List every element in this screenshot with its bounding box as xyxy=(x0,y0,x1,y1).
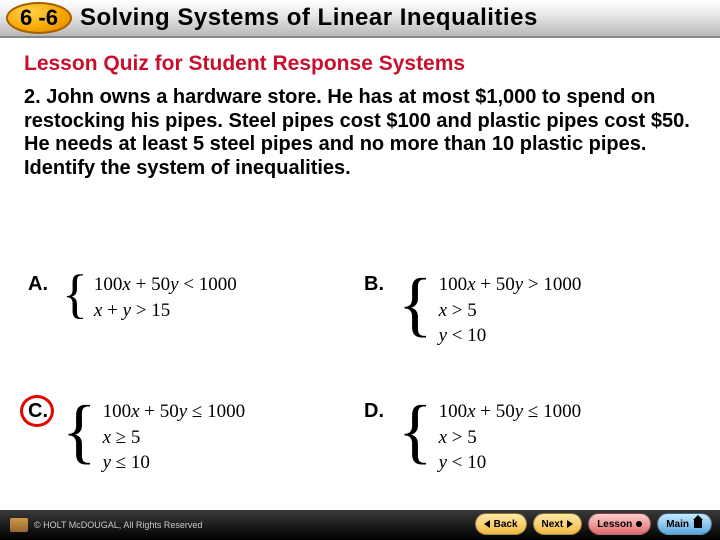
back-button[interactable]: Back xyxy=(475,513,527,535)
lesson-button[interactable]: Lesson xyxy=(588,513,651,535)
option-b[interactable]: B. { 100x + 50y > 1000 x > 5 y < 10 xyxy=(360,270,696,349)
options-row-2: C. { 100x + 50y ≤ 1000 x ≥ 5 y ≤ 10 xyxy=(24,397,696,476)
option-a-math: { 100x + 50y < 1000 x + y > 15 xyxy=(62,270,237,323)
option-d-label: D. xyxy=(360,397,388,425)
publisher-logo-icon xyxy=(10,518,28,532)
quiz-subtitle: Lesson Quiz for Student Response Systems xyxy=(24,52,696,76)
option-b-label: B. xyxy=(360,270,388,298)
header-bar: 6 -6 Solving Systems of Linear Inequalit… xyxy=(0,0,720,38)
slide: 6 -6 Solving Systems of Linear Inequalit… xyxy=(0,0,720,540)
home-icon xyxy=(693,520,703,528)
option-c-math: { 100x + 50y ≤ 1000 x ≥ 5 y ≤ 10 xyxy=(62,397,245,476)
option-c[interactable]: C. { 100x + 50y ≤ 1000 x ≥ 5 y ≤ 10 xyxy=(24,397,360,476)
brace-icon: { xyxy=(62,270,88,323)
main-button-label: Main xyxy=(666,519,689,530)
brace-icon: { xyxy=(398,270,433,349)
option-c-label-wrap: C. xyxy=(24,397,52,425)
triangle-right-icon xyxy=(567,520,573,528)
option-a[interactable]: A. { 100x + 50y < 1000 x + y > 15 xyxy=(24,270,360,349)
triangle-left-icon xyxy=(484,520,490,528)
option-d[interactable]: D. { 100x + 50y ≤ 1000 x > 5 y < 10 xyxy=(360,397,696,476)
question-text: 2. John owns a hardware store. He has at… xyxy=(24,86,696,180)
footer-nav: Back Next Lesson Main xyxy=(475,513,712,535)
header-title: Solving Systems of Linear Inequalities xyxy=(80,4,538,32)
option-a-label-wrap: A. xyxy=(24,270,52,298)
option-d-label-wrap: D. xyxy=(360,397,388,425)
section-badge: 6 -6 xyxy=(6,2,72,34)
option-d-math: { 100x + 50y ≤ 1000 x > 5 y < 10 xyxy=(398,397,581,476)
brace-icon: { xyxy=(62,397,97,476)
copyright: © HOLT McDOUGAL, All Rights Reserved xyxy=(10,518,202,532)
main-button[interactable]: Main xyxy=(657,513,712,535)
options-row-1: A. { 100x + 50y < 1000 x + y > 15 B. xyxy=(24,270,696,349)
copyright-text: © HOLT McDOUGAL, All Rights Reserved xyxy=(34,520,202,530)
next-button-label: Next xyxy=(542,519,564,530)
footer-bar: © HOLT McDOUGAL, All Rights Reserved Bac… xyxy=(0,510,720,540)
slide-body: Lesson Quiz for Student Response Systems… xyxy=(0,52,720,180)
next-button[interactable]: Next xyxy=(533,513,583,535)
correct-circle-icon xyxy=(20,395,54,427)
bullet-icon xyxy=(636,521,642,527)
option-b-label-wrap: B. xyxy=(360,270,388,298)
lesson-button-label: Lesson xyxy=(597,519,632,530)
brace-icon: { xyxy=(398,397,433,476)
option-b-math: { 100x + 50y > 1000 x > 5 y < 10 xyxy=(398,270,581,349)
back-button-label: Back xyxy=(494,519,518,530)
option-a-label: A. xyxy=(24,270,52,298)
answer-options: A. { 100x + 50y < 1000 x + y > 15 B. xyxy=(24,270,696,476)
